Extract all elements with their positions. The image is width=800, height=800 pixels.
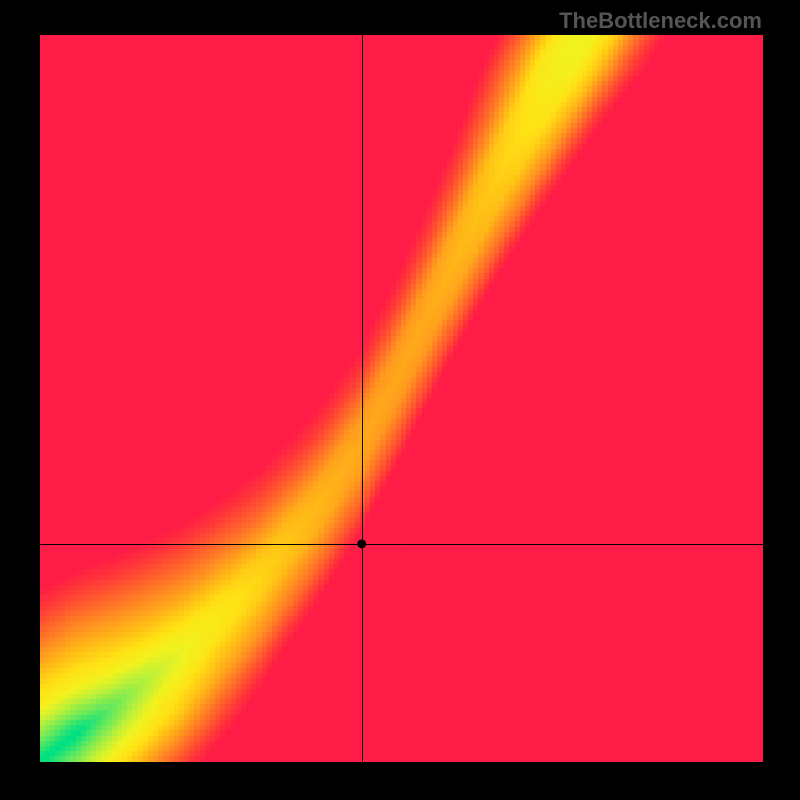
bottleneck-heatmap [40, 35, 763, 762]
watermark-text: TheBottleneck.com [559, 8, 762, 34]
chart-container: TheBottleneck.com [0, 0, 800, 800]
